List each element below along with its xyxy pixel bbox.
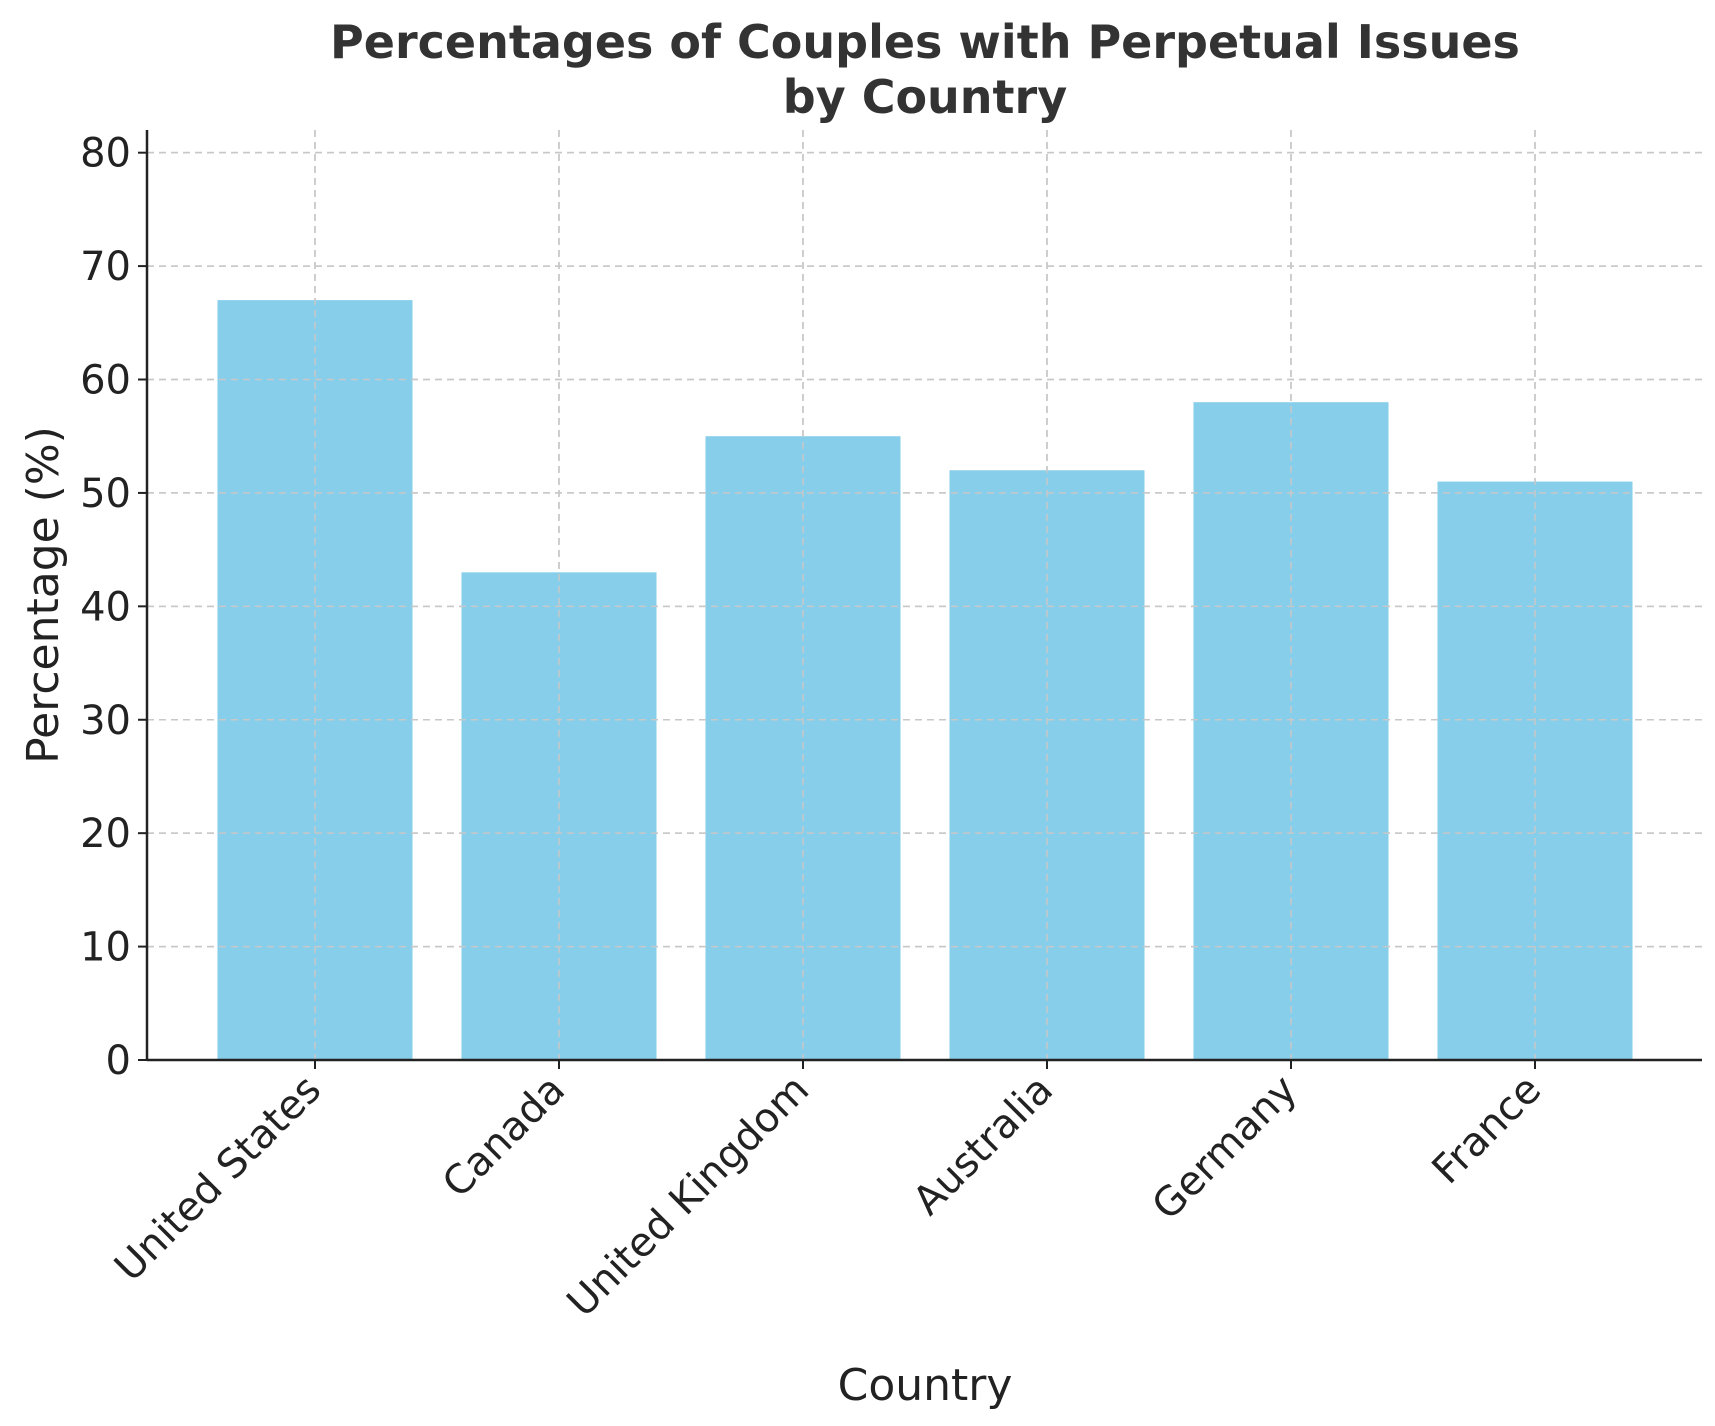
x-tick-label: Germany — [1144, 1067, 1307, 1230]
y-axis-label: Percentage (%) — [18, 426, 69, 764]
bar — [217, 300, 413, 1060]
chart-title-line-1: Percentages of Couples with Perpetual Is… — [330, 15, 1520, 69]
y-tick-labels: 0 10 20 30 40 50 60 70 80 — [80, 131, 131, 1084]
y-tick-label: 30 — [80, 698, 131, 744]
y-tick-label: 20 — [80, 811, 131, 857]
x-tick-label: United States — [106, 1067, 330, 1291]
y-tick-label: 0 — [106, 1038, 131, 1084]
y-tick-label: 40 — [80, 584, 131, 630]
y-tick-label: 50 — [80, 471, 131, 517]
y-tick-label: 80 — [80, 131, 131, 177]
x-tick-label: United Kingdom — [559, 1067, 819, 1327]
y-tick-label: 60 — [80, 358, 131, 404]
bars — [147, 130, 1702, 1061]
x-tick-label: Canada — [434, 1067, 574, 1207]
y-tick-label: 70 — [80, 244, 131, 290]
x-tick-label: Australia — [904, 1067, 1062, 1225]
y-tick-label: 10 — [80, 925, 131, 971]
x-axis-label: Country — [838, 1360, 1013, 1411]
axes — [138, 130, 1702, 1069]
x-tick-label: France — [1423, 1067, 1550, 1194]
chart-title-line-2: by Country — [783, 70, 1067, 124]
